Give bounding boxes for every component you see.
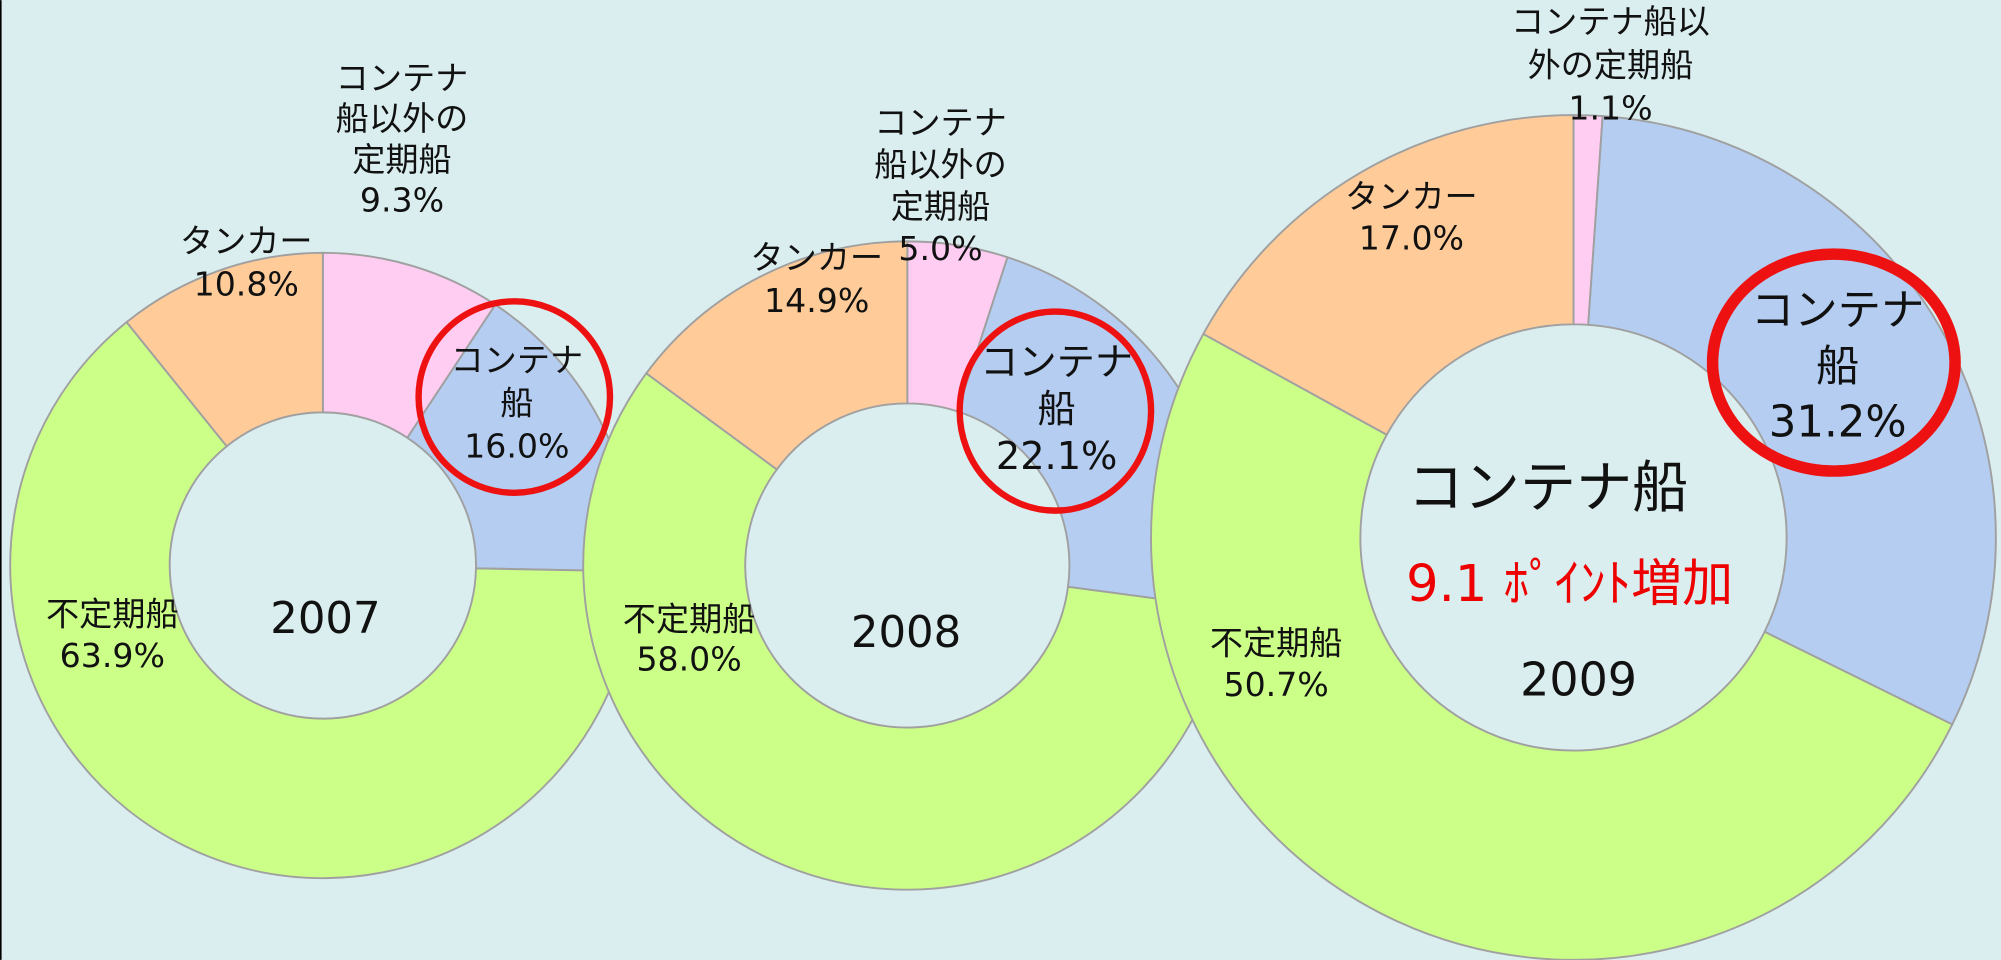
donut-segment xyxy=(644,240,909,471)
donut-segment xyxy=(125,251,324,448)
highlight-circle xyxy=(1706,248,1961,477)
value-label: 22.1% xyxy=(996,434,1118,479)
category-label: コンテナ船以外の定期船 xyxy=(336,58,469,179)
value-label: 17.0% xyxy=(1359,219,1464,258)
annotation: コンテナ船 xyxy=(1408,456,1689,521)
annotation: 9.1 ﾎﾟｲﾝﾄ増加 xyxy=(1406,555,1733,614)
chart-title: 2007 xyxy=(270,594,380,644)
value-label: 14.9% xyxy=(764,281,869,320)
value-label: 5.0% xyxy=(898,229,982,268)
category-label: 不定期船 xyxy=(46,594,179,633)
donut-segment xyxy=(9,320,637,880)
value-label: 1.1% xyxy=(1568,88,1652,127)
value-label: 16.0% xyxy=(464,427,569,466)
value-label: 50.7% xyxy=(1223,665,1328,704)
category-label: コンテナ船 xyxy=(451,340,584,422)
donut-segment xyxy=(582,371,1230,891)
chart-title: 2009 xyxy=(1520,652,1637,706)
highlight-circle xyxy=(956,308,1155,514)
category-label: タンカー xyxy=(1345,176,1478,215)
category-label: 不定期船 xyxy=(1210,623,1343,662)
category-label: コンテナ船以外の定期船 xyxy=(1511,2,1710,84)
value-label: 31.2% xyxy=(1769,398,1907,448)
value-label: 9.3% xyxy=(360,180,444,219)
value-label: 58.0% xyxy=(636,640,741,679)
value-label: 63.9% xyxy=(60,636,165,675)
category-label: タンカー xyxy=(750,238,883,277)
category-label: コンテナ船 xyxy=(980,339,1133,431)
donut-segment xyxy=(1150,332,1954,960)
category-label: コンテナ船 xyxy=(1751,285,1925,391)
charts: コンテナ船以外の定期船9.3%コンテナ船16.0%不定期船63.9%タンカー10… xyxy=(9,2,1997,960)
category-label: タンカー xyxy=(180,221,313,260)
highlight-circle xyxy=(415,298,614,496)
donut-segment xyxy=(1202,114,1575,437)
chart-title: 2008 xyxy=(851,608,961,658)
value-label: 10.8% xyxy=(194,265,299,304)
category-label: コンテナ船以外の定期船 xyxy=(874,102,1007,225)
category-label: 不定期船 xyxy=(623,599,756,638)
